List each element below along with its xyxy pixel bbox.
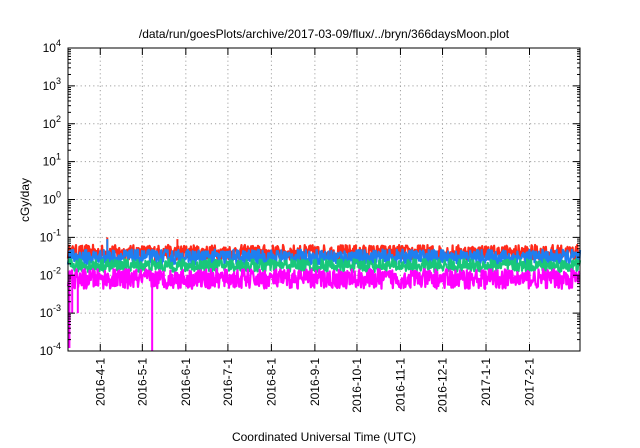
- y-tick-label: 10-3: [40, 303, 61, 320]
- x-tick-label: 2016-11-1: [393, 358, 407, 412]
- y-tick-label: 104: [43, 38, 61, 55]
- series-line-2: [66, 248, 582, 266]
- y-tick-label: 10-2: [40, 265, 61, 282]
- x-tick-label: 2017-2-1: [523, 358, 537, 406]
- y-tick-label: 10-4: [40, 341, 61, 358]
- y-tick-label: 100: [43, 190, 61, 207]
- y-tick-label: 101: [43, 152, 61, 169]
- x-tick-label: 2016-10-1: [350, 358, 364, 413]
- x-tick-label: 2017-1-1: [479, 358, 493, 406]
- series-line-4: [66, 268, 581, 290]
- grid-lines: [68, 48, 580, 351]
- x-tick-label: 2016-5-1: [135, 358, 149, 406]
- x-axis: 2016-4-1 2016-5-1 2016-6-1 2016-7-1 2016-8-1…: [93, 48, 537, 413]
- x-axis-label: Coordinated Universal Time (UTC): [232, 430, 416, 444]
- y-axis-label: cGy/day: [18, 178, 32, 222]
- y-axis: 10-4 10-3 10-2 10-1 100 101 102 103 104: [40, 38, 580, 358]
- chart-title: /data/run/goesPlots/archive/2017-03-09/f…: [139, 27, 510, 41]
- x-tick-label: 2016-8-1: [264, 358, 278, 406]
- x-tick-label: 2016-9-1: [308, 358, 322, 406]
- x-tick-label: 2016-4-1: [93, 358, 107, 406]
- y-tick-label: 103: [43, 76, 61, 93]
- x-tick-label: 2016-7-1: [221, 358, 235, 406]
- x-tick-label: 2016-12-1: [436, 358, 450, 413]
- y-tick-label: 10-1: [40, 227, 61, 244]
- x-tick-label: 2016-6-1: [179, 358, 193, 406]
- y-tick-label: 102: [43, 114, 61, 131]
- data-series: [66, 237, 582, 351]
